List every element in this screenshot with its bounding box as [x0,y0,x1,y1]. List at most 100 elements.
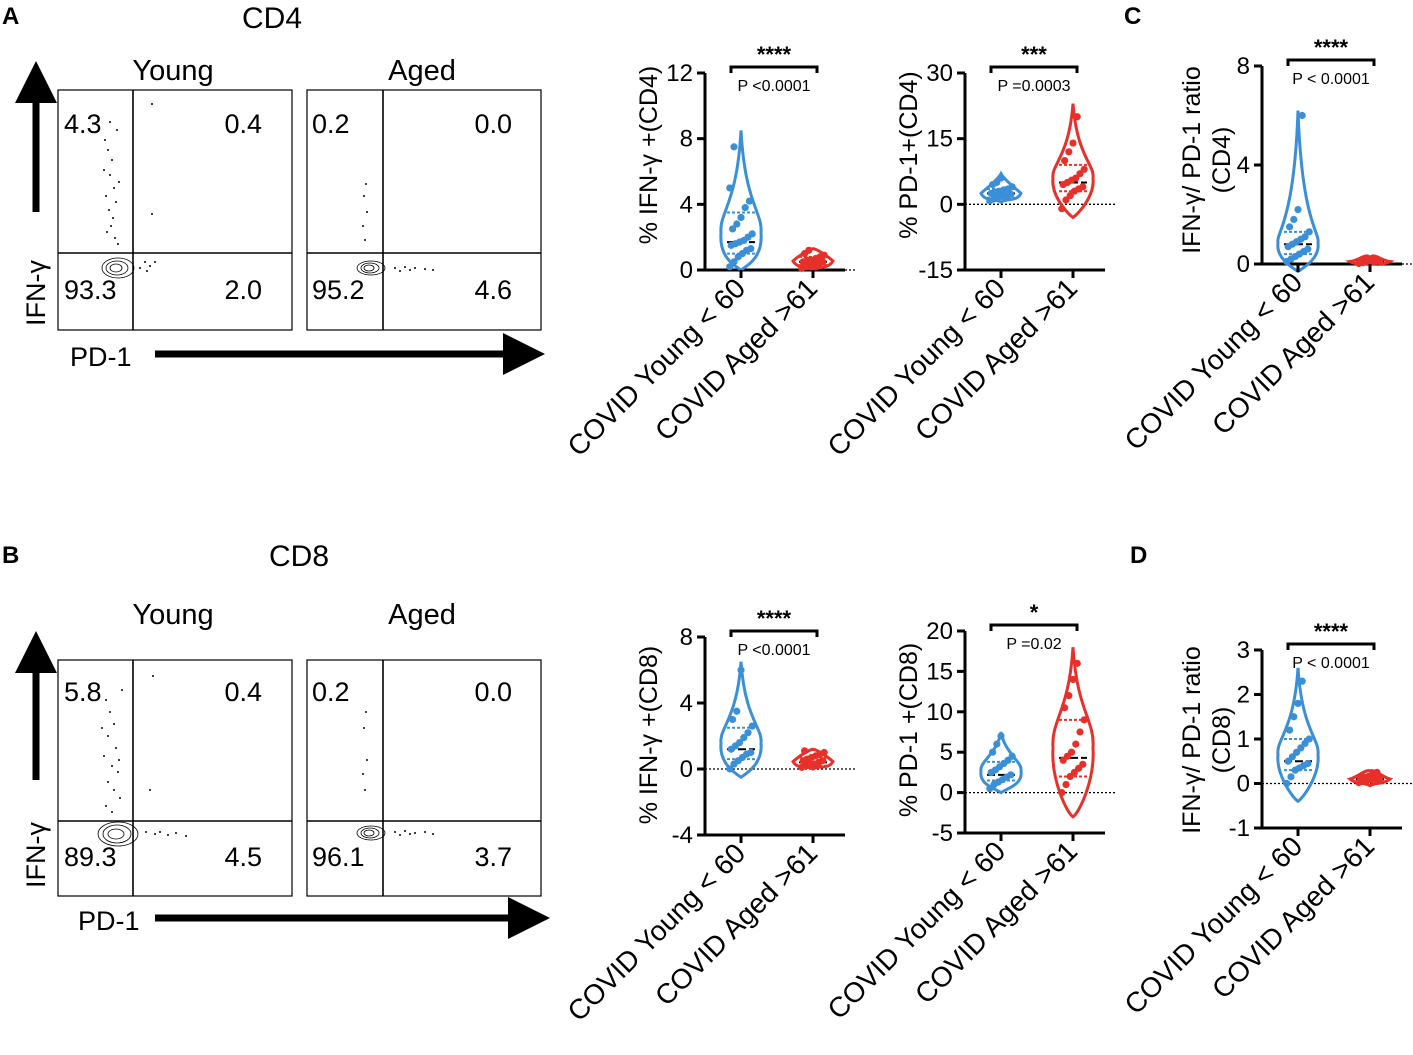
scatter-dot [104,139,106,141]
flow-plot-frame [57,659,293,897]
scatter-dot [365,183,367,185]
y-tick-label: 0 [940,780,953,807]
significance-bracket [989,623,1079,631]
data-point [1305,228,1313,236]
contour-cluster [356,825,386,841]
y-tick-label: -4 [672,822,693,849]
p-value-label: P <0.0001 [737,78,810,95]
data-point [1286,726,1294,734]
data-point [1069,675,1077,684]
scatter-dot [364,789,366,791]
scatter-dot [101,727,103,729]
contour-cluster [97,821,139,847]
y-tick-label: 0 [680,756,693,783]
scatter-dot [103,755,105,757]
scatter-dot [159,831,161,833]
data-point [748,722,756,730]
y-tick-label: -1 [1229,815,1250,842]
p-value-label: P < 0.0001 [1292,655,1370,672]
scatter-dot [394,267,396,269]
panel-label-b: B [2,542,19,569]
scatter-dot [109,174,111,176]
data-point [989,748,997,756]
contour-cluster [356,260,386,276]
scatter-dot [366,759,368,761]
data-point [993,740,1001,748]
data-point [1373,255,1381,263]
data-point [1073,659,1081,667]
p-value-label: P <0.0001 [737,642,810,659]
data-point [1008,752,1016,760]
data-point [1079,183,1087,191]
scatter-dot [409,269,411,271]
data-point [1376,775,1384,783]
data-point [1061,704,1069,712]
scatter-dot [362,773,364,775]
scatter-dots [362,183,434,272]
y-tick-label: 12 [666,60,693,87]
data-point [1283,779,1291,788]
quadrant-ul-value: 4.3 [64,109,102,139]
flow-cd4-title: CD4 [242,2,302,35]
data-point [801,747,809,755]
y-tick-label: 8 [680,126,693,153]
quadrant-ll-value: 95.2 [312,275,365,305]
flow-plot-frame [306,89,542,331]
scatter-dot [116,129,118,131]
data-point [820,251,828,259]
y-tick-label: 30 [926,60,953,87]
data-point [745,197,754,205]
significance-stars: *** [1021,42,1047,67]
p-value-label: P =0.02 [1006,636,1061,653]
scatter-dot [151,213,153,215]
quadrant-ur-value: 0.0 [474,677,512,707]
scatter-dot [113,789,115,791]
scatter-dot [404,266,406,268]
data-point [1080,716,1088,724]
violin-outline [979,170,1023,204]
scatter-dot [432,833,434,835]
y-tick-label: 15 [926,126,953,153]
data-point [1373,768,1381,776]
quadrant-ul-value: 0.2 [312,109,350,139]
scatter-dot [112,217,114,219]
violin-outline [1276,667,1320,804]
scatter-dot [111,765,113,767]
data-point [1304,245,1312,253]
data-point [726,765,734,773]
data-point [1079,760,1087,768]
y-axis-label: IFN-γ/ PD-1 ratio(CD8) [1178,646,1236,834]
scatter-dot [111,159,113,161]
quadrant-ll-value: 93.3 [64,275,117,305]
flow-cd8-panel: CD8 Young Aged 5.8 0.4 89.3 4.5 [15,540,550,939]
flow-cd8-young-title: Young [132,599,213,631]
scatter-dot [145,831,147,833]
scatter-dot [107,735,109,737]
scatter-dot [414,267,416,269]
y-axis-label: % IFN-γ +(CD8) [635,646,663,824]
data-point [1065,692,1073,700]
violin-outline [1051,647,1095,819]
panel-label-a: A [2,3,19,30]
data-point [820,748,828,757]
significance-stars: **** [757,42,792,67]
data-point [733,707,741,715]
quadrant-ul-value: 5.8 [64,677,102,707]
data-point [1076,728,1084,736]
flow-cd4-panel: CD4 Young Aged 4.3 0.4 93.3 [15,2,545,375]
significance-stars: **** [1314,619,1349,644]
quadrant-lr-value: 3.7 [474,842,512,872]
data-point [1065,148,1073,156]
data-point [1058,789,1066,797]
flow-cd8-aged-plot: 0.2 0.0 96.1 3.7 [306,659,542,897]
scatter-dot [111,811,113,813]
data-point [1287,773,1295,781]
data-point [1072,740,1080,748]
y-tick-label: 3 [1237,637,1250,664]
significance-bracket [1286,58,1376,66]
quadrant-ul-value: 0.2 [312,677,350,707]
scatter-dot [152,675,154,677]
scatter-dot [118,759,120,761]
violin-outline [1051,103,1095,220]
